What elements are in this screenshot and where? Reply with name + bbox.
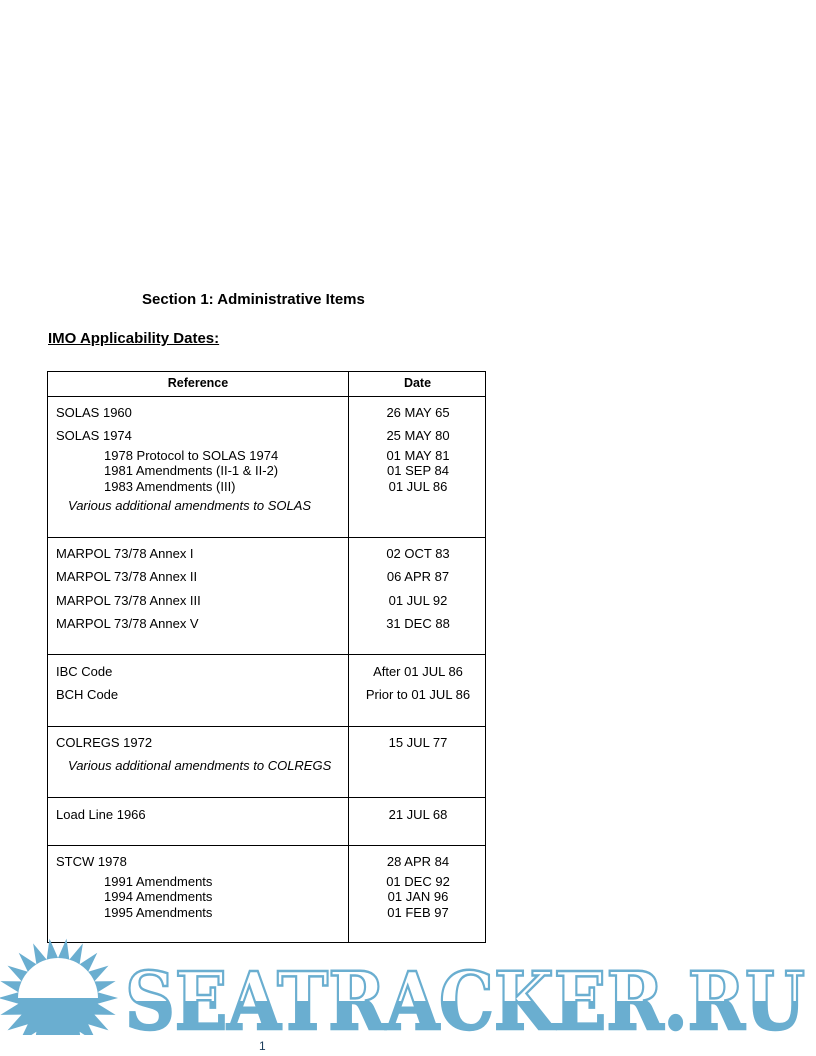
header-date: Date [403, 376, 432, 390]
watermark-text: SEATRACKER.RU [125, 954, 805, 1035]
reference-cell: IBC Code [56, 664, 113, 679]
reference-cell: COLREGS 1972 [56, 735, 153, 750]
reference-cell: 1995 Amendments [104, 905, 213, 920]
header-reference: Reference [167, 376, 229, 390]
reference-cell: 1991 Amendments [104, 874, 213, 889]
reference-cell: MARPOL 73/78 Annex II [56, 569, 198, 584]
date-cell: 01 SEP 84 [387, 463, 449, 478]
reference-cell: 1981 Amendments (II-1 & II-2) [104, 463, 279, 478]
imo-applicability-heading: IMO Applicability Dates: [48, 330, 220, 347]
date-cell: 26 MAY 65 [386, 405, 450, 420]
applicability-table: Reference Date SOLAS 1960 26 MAY 65 SOLAS … [47, 371, 486, 943]
date-cell: 15 JUL 77 [388, 735, 448, 750]
date-cell: 01 JUL 92 [388, 593, 448, 608]
date-cell: After 01 JUL 86 [373, 664, 463, 679]
group-divider [48, 726, 485, 727]
date-cell: 28 APR 84 [386, 854, 450, 869]
date-cell: 25 MAY 80 [386, 428, 450, 443]
date-cell: 01 JAN 96 [387, 889, 449, 904]
reference-cell: BCH Code [56, 687, 119, 702]
reference-cell: SOLAS 1960 [56, 405, 132, 420]
reference-cell: 1994 Amendments [104, 889, 213, 904]
date-cell: 31 DEC 88 [386, 616, 450, 631]
group-divider [48, 797, 485, 798]
date-cell: 01 MAY 81 [386, 448, 450, 463]
reference-cell: Various additional amendments to COLREGS [68, 758, 332, 773]
section-title: Section 1: Administrative Items [142, 291, 365, 308]
reference-cell: SOLAS 1974 [56, 428, 132, 443]
reference-cell: 1983 Amendments (III) [104, 479, 236, 494]
reference-cell: MARPOL 73/78 Annex V [56, 616, 199, 631]
reference-cell: 1978 Protocol to SOLAS 1974 [104, 448, 279, 463]
date-cell: 02 OCT 83 [386, 546, 450, 561]
sun-icon [0, 938, 118, 1035]
date-cell: 01 FEB 97 [387, 905, 449, 920]
date-cell: Prior to 01 JUL 86 [365, 687, 471, 702]
date-cell: 01 JUL 86 [388, 479, 448, 494]
reference-cell: MARPOL 73/78 Annex I [56, 546, 194, 561]
column-divider [348, 372, 349, 942]
date-cell: 21 JUL 68 [388, 807, 448, 822]
reference-cell: Load Line 1966 [56, 807, 146, 822]
reference-cell: Various additional amendments to SOLAS [68, 498, 312, 513]
group-divider [48, 654, 485, 655]
date-cell: 01 DEC 92 [386, 874, 450, 889]
header-divider [48, 396, 485, 397]
page-number: 1 [259, 1039, 266, 1053]
group-divider [48, 845, 485, 846]
group-divider [48, 537, 485, 538]
seatracker-watermark: SEATRACKER.RU [0, 938, 806, 1035]
date-cell: 06 APR 87 [386, 569, 450, 584]
reference-cell: MARPOL 73/78 Annex III [56, 593, 201, 608]
reference-cell: STCW 1978 [56, 854, 127, 869]
